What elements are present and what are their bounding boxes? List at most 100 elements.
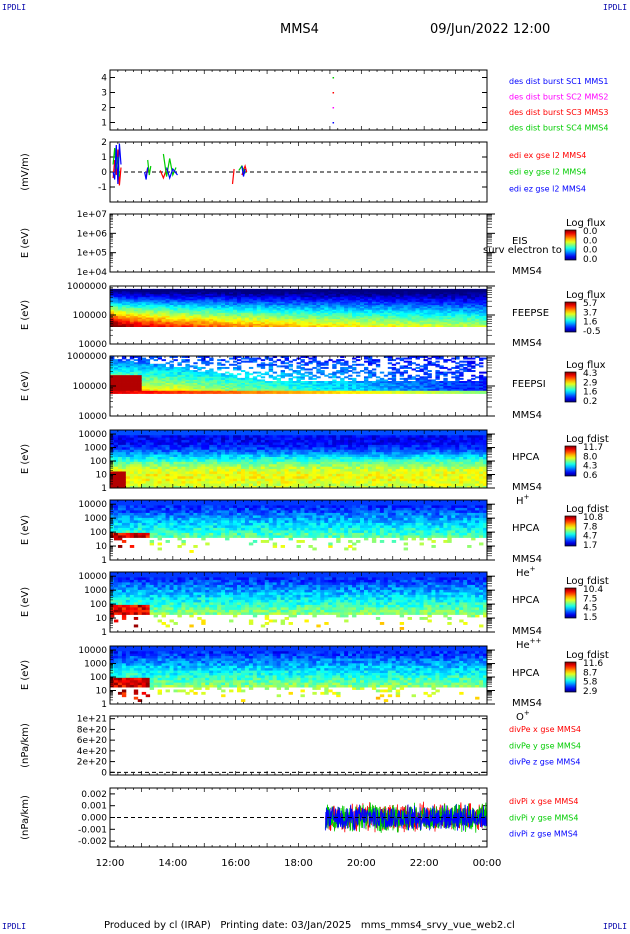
panel-feepse-cell [296, 299, 301, 302]
panel-feepsi-cell [439, 390, 444, 393]
panel-feepsi-cell [141, 373, 147, 376]
panel-feepse-cell [467, 295, 472, 298]
panel-feepsi-cell [145, 381, 151, 383]
panel-hpca-h-cell [161, 444, 166, 448]
panel-feepsi-cell [304, 387, 309, 390]
panel-feepsi-cell [149, 377, 155, 380]
panel-feepsi-cell [451, 382, 456, 385]
panel-feepse-cell [356, 292, 361, 295]
panel-feepse-cell [431, 310, 436, 313]
panel-feepse-cell [399, 307, 405, 310]
panel-feepse-cell [169, 306, 174, 309]
panel-hpca-h-cell [153, 451, 159, 455]
panel-feepsi-cell [205, 382, 210, 385]
panel-feepse-cell [383, 296, 389, 299]
panel-feepse-cell [169, 296, 174, 299]
panel-feepse-cell [225, 298, 230, 301]
panel-feepse-cell [197, 309, 202, 312]
panel-feepsi-cell [181, 385, 186, 388]
panel-feepse-cell [292, 303, 297, 306]
panel-feepse-cell [360, 318, 365, 321]
panel-feepse-cell [117, 309, 123, 312]
panel-feepsi-cell [316, 360, 321, 363]
panel-feepse-cell [328, 323, 333, 326]
panel-feepsi-cell [110, 373, 115, 376]
panel-feepsi-cell [233, 363, 238, 366]
panel-feepse-cell [113, 314, 119, 316]
panel-feepse-cell [483, 317, 488, 320]
panel-feepse-cell [439, 304, 444, 307]
panel-feepse-cell [375, 314, 381, 316]
panel-feepse-cell [471, 307, 476, 310]
panel-feepse-cell [236, 321, 242, 324]
panel-feepse-cell [260, 288, 266, 291]
panel-feepsi-cell [161, 385, 166, 388]
panel-feepse-cell [471, 304, 476, 307]
panel-feepse-cell [157, 320, 162, 323]
panel-feepse-cell [348, 325, 353, 327]
panel-feepsi-cell [213, 387, 218, 390]
panel-hpca-h-cell [145, 454, 151, 457]
panel-feepsi-cell [129, 360, 135, 363]
panel-hpca-h-cell [137, 451, 143, 455]
panel-hpca-h-cell [157, 430, 162, 433]
panel-feepse-cell [121, 306, 127, 309]
panel-hpca-h-cell [153, 459, 159, 462]
panel-feepsi-cell [304, 390, 309, 393]
panel-feepsi-cell [197, 390, 202, 393]
panel-feepse-cell [443, 299, 448, 302]
panel-feepse-cell [113, 296, 119, 299]
panel-feepsi-cell [403, 379, 409, 382]
panel-feepse-cell [459, 304, 464, 307]
panel-feepse-cell [399, 288, 405, 291]
panel-feepsi-cell [324, 366, 329, 369]
panel-feepse-cell [244, 288, 250, 291]
panel-feepsi-cell [344, 391, 349, 394]
panel-feepsi-cell [268, 388, 274, 391]
panel-hpca-h-cell [110, 480, 115, 484]
panel-hpca-h-cell [165, 446, 170, 450]
panel-feepsi-cell [467, 384, 472, 387]
panel-feepsi-cell [447, 371, 452, 374]
panel-hpca-h-cell [141, 451, 147, 455]
panel-feepsi-cell [399, 365, 405, 368]
panel-feepse-cell [312, 320, 317, 323]
panel-hpca-h-cell [129, 459, 135, 462]
panel-feepse-cell [451, 296, 456, 299]
panel-feepsi-cell [229, 382, 234, 385]
panel-hpca-h-cell [141, 449, 147, 453]
panel-feepsi-cell [328, 376, 333, 379]
panel-feepse-cell [375, 315, 381, 318]
panel-hpca-h-cell [113, 439, 119, 443]
panel-feepsi-cell [205, 391, 210, 394]
panel-feepsi-cell [248, 387, 254, 390]
panel-feepsi-cell [117, 370, 123, 373]
panel-feepsi-cell [121, 387, 127, 390]
panel-hpca-h-cell [149, 461, 155, 465]
panel-feepse-cell [205, 321, 210, 324]
panel-feepse-cell [483, 303, 488, 306]
panel-hpca-h-cell [169, 471, 174, 474]
panel-feepse-cell [252, 304, 258, 307]
panel-hpca-h-cell [113, 444, 119, 448]
panel-feepsi-cell [189, 382, 194, 385]
panel-feepsi-cell [411, 356, 416, 358]
panel-feepse-cell [165, 320, 170, 323]
panel-feepse-cell [320, 292, 325, 295]
panel-feepse-cell [451, 293, 456, 296]
panel-feepse-cell [411, 312, 416, 315]
panel-feepsi-cell [419, 376, 424, 379]
panel-feepse-cell [165, 323, 170, 326]
panel-feepsi-cell [387, 371, 393, 374]
panel-feepse-cell [316, 296, 321, 299]
panel-feepse-cell [300, 310, 305, 313]
panel-feepse-cell [137, 312, 143, 315]
panel-feepse-cell [340, 299, 345, 302]
panel-eis-ytick-label: 1e+04 [77, 268, 108, 278]
panel-feepse-cell [407, 317, 412, 320]
panel-feepsi-cell [145, 390, 151, 393]
panel-feepse-cell [205, 317, 210, 320]
panel-feepsi-cell [463, 387, 468, 390]
panel-feepsi-cell [165, 388, 170, 391]
